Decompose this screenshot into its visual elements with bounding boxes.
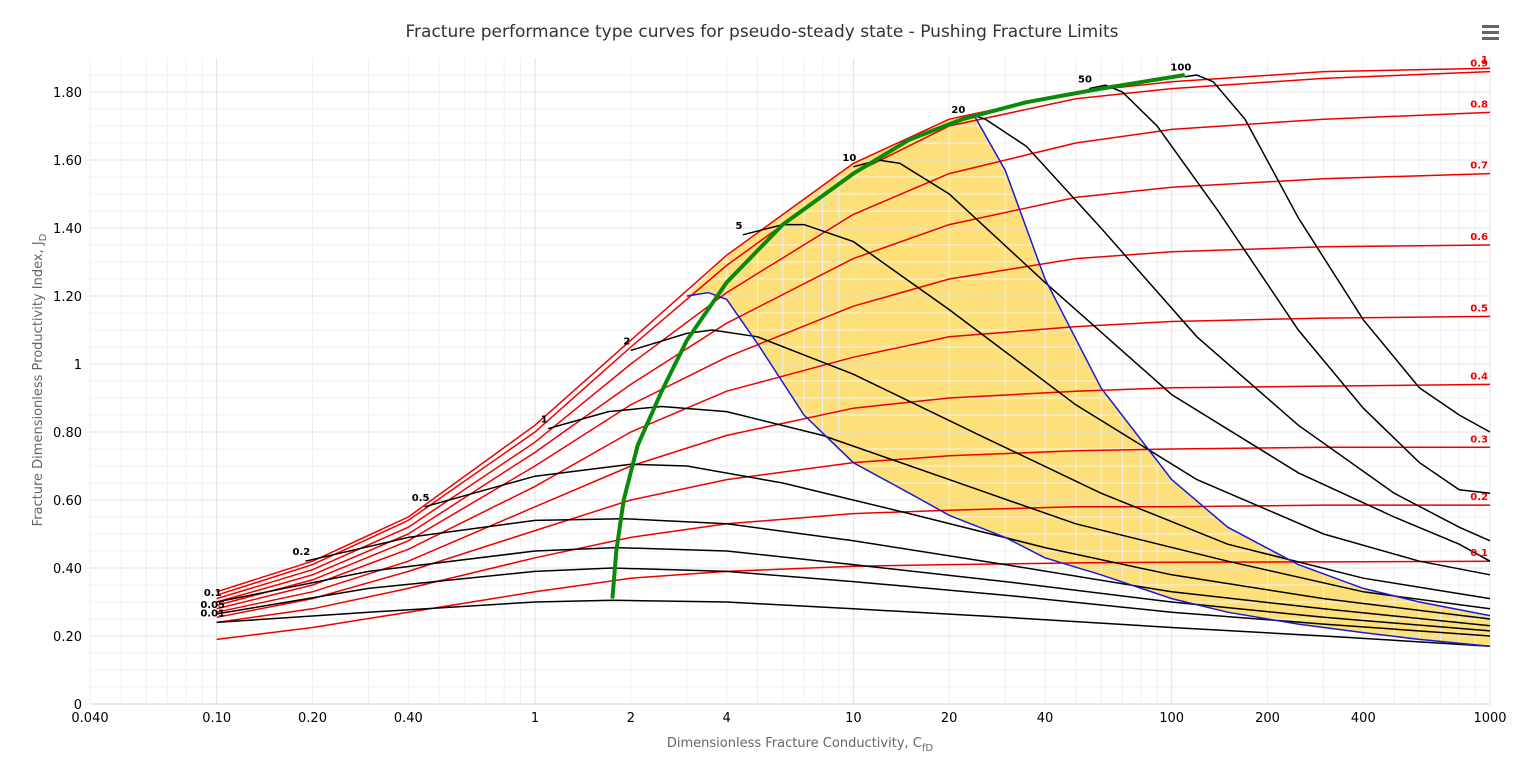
hamburger-menu-icon[interactable]	[1478, 22, 1504, 46]
x-tick-label: 2	[627, 711, 635, 726]
upper-limit-curve	[973, 115, 1491, 617]
penetration-curve-0.8	[216, 111, 1491, 600]
limit-curve-layer	[686, 115, 1491, 647]
x-tick-label: 0.20	[298, 711, 327, 726]
proppant-label-5: 5	[735, 221, 742, 232]
proppant-label-0.5: 0.5	[412, 493, 430, 504]
proppant-curve-100	[1184, 74, 1491, 433]
proppant-label-1: 1	[541, 415, 548, 426]
proppant-curve-0.01	[216, 599, 1491, 647]
proppant-curve-20	[962, 115, 1491, 542]
proppant-curve-0.5	[424, 463, 1491, 620]
y-tick-label: 1.80	[53, 86, 82, 101]
y-tick-label: 0.20	[53, 630, 82, 645]
x-tick-label: 20	[941, 711, 958, 726]
penetration-label-0.2: 0.2	[1470, 492, 1488, 503]
proppant-label-0.2: 0.2	[293, 547, 311, 558]
penetration-label-0.7: 0.7	[1470, 161, 1488, 172]
y-tick-label: 0.80	[53, 426, 82, 441]
x-tick-label: 200	[1255, 711, 1280, 726]
penetration-curve-0.3	[216, 446, 1490, 619]
proppant-label-50: 50	[1078, 75, 1092, 86]
proppant-label-0.01: 0.01	[200, 608, 225, 619]
penetration-curve-0.1	[216, 560, 1491, 641]
proppant-curve-2	[630, 329, 1491, 600]
proppant-label-2: 2	[623, 336, 630, 347]
x-tick-label: 1	[531, 711, 539, 726]
x-tick-label: 4	[723, 711, 731, 726]
y-tick-label: 0.60	[53, 494, 82, 509]
y-tick-label: 1.60	[53, 154, 82, 169]
penetration-curve-0.4	[216, 383, 1491, 613]
proppant-curve-0.1	[216, 546, 1491, 632]
y-tick-label: 0.40	[53, 562, 82, 577]
y-axis-title-main: Fracture Dimensionless Productivity Inde…	[31, 241, 46, 526]
y-tick-label: 1.20	[53, 290, 82, 305]
x-tick-label: 0.040	[71, 711, 108, 726]
proppant-label-20: 20	[951, 105, 965, 116]
penetration-label-0.6: 0.6	[1470, 232, 1488, 243]
x-axis-title-subscript: fD	[922, 743, 934, 754]
x-axis-title-main: Dimensionless Fracture Conductivity, C	[667, 736, 922, 751]
x-tick-label: 1000	[1473, 711, 1506, 726]
proppant-curve-0.2	[305, 517, 1491, 627]
optimum-curve-layer	[610, 73, 1186, 599]
menu-line-1	[1482, 25, 1499, 28]
x-axis-title: Dimensionless Fracture Conductivity, CfD	[667, 736, 933, 754]
penetration-curve-0.6	[216, 244, 1491, 607]
y-tick-label: 1	[74, 358, 82, 373]
penetration-label-0.9: 0.9	[1470, 59, 1488, 70]
penetration-label-0.8: 0.8	[1470, 99, 1488, 110]
x-tick-label: 10	[845, 711, 862, 726]
penetration-label-0.3: 0.3	[1470, 434, 1488, 445]
chart-title: Fracture performance type curves for pse…	[406, 22, 1119, 42]
proppant-curve-1	[547, 405, 1491, 610]
y-tick-label: 0	[74, 698, 82, 713]
x-tick-label: 100	[1159, 711, 1184, 726]
x-tick-label: 40	[1037, 711, 1054, 726]
proppant-label-10: 10	[842, 153, 856, 164]
penetration-label-0.1: 0.1	[1470, 548, 1488, 559]
proppant-curve-50	[1088, 84, 1491, 494]
penetration-curve-0.5	[216, 315, 1491, 610]
tick-labels-layer: 0.040 0.10 0.20 0.40 1 2 4 10 20 40 100 200 400 10000…	[53, 86, 1507, 726]
penetration-curve-1	[216, 67, 1491, 593]
menu-line-3	[1482, 37, 1499, 40]
proppant-label-100: 100	[1170, 63, 1191, 74]
y-axis-title: Fracture Dimensionless Productivity Inde…	[31, 233, 49, 526]
penetration-label-0.5: 0.5	[1470, 303, 1488, 314]
penetration-curve-0.2	[216, 504, 1490, 624]
grid-layer	[89, 58, 1491, 705]
optimum-curve	[610, 73, 1186, 599]
penetration-label-0.4: 0.4	[1470, 371, 1488, 382]
proppant-label-0.05: 0.05	[200, 600, 225, 611]
x-tick-label: 0.10	[202, 711, 231, 726]
penetration-label-1: 1	[1481, 55, 1488, 66]
x-tick-label: 0.40	[394, 711, 423, 726]
curve-labels-layer: 10.90.80.70.60.50.40.30.20.10.010.050.10…	[200, 55, 1488, 619]
y-axis-title-subscript: D	[38, 233, 49, 241]
y-tick-label: 1.40	[53, 222, 82, 237]
proppant-curve-10	[853, 159, 1491, 562]
proppant-label-0.1: 0.1	[204, 588, 222, 599]
proppant-curves-layer	[216, 74, 1491, 647]
proppant-curve-5	[742, 223, 1491, 576]
x-tick-label: 400	[1351, 711, 1376, 726]
menu-line-2	[1482, 31, 1499, 34]
proppant-curve-0.05	[216, 567, 1491, 637]
lower-limit-curve	[686, 291, 1491, 647]
